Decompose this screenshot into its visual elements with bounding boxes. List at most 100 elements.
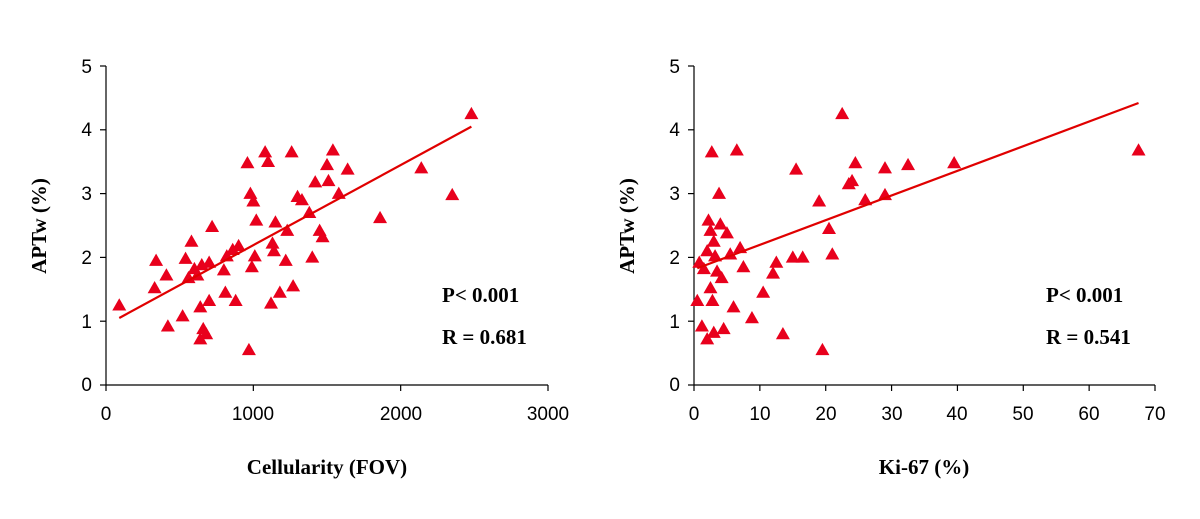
x-ticks [105,385,549,391]
data-point [193,300,208,313]
data-point [294,192,309,206]
x-tick-label: 40 [946,404,967,425]
data-point [178,251,193,264]
y-ticks [688,65,694,386]
data-point [708,249,723,262]
x-tick-label: 60 [1078,404,1099,425]
data-point [112,298,127,311]
data-point [261,154,276,167]
data-point [445,187,460,201]
y-tick-label: 0 [81,375,92,396]
data-point [247,249,262,262]
data-point [719,226,734,239]
x-axis-label: Ki-67 (%) [879,455,969,479]
y-tick-label: 1 [81,312,92,333]
data-point [320,157,334,171]
data-point [147,281,162,294]
x-tick-label: 1000 [232,404,274,425]
data-point [149,253,164,266]
data-point [704,145,719,158]
data-point [305,250,320,263]
data-point [266,244,281,257]
data-point [231,238,246,252]
trendline [118,125,472,319]
data-point [706,325,721,338]
data-point [159,268,174,281]
trendline [696,101,1139,270]
x-tick-label: 70 [1144,404,1165,425]
p-value-label: P< 0.001 [1046,283,1123,307]
data-point [218,285,233,298]
data-point [726,300,741,313]
y-tick-label: 2 [669,248,680,269]
data-point [712,186,727,199]
y-tick-label: 3 [81,184,92,205]
y-tick-label: 4 [669,120,680,141]
data-point [700,244,715,257]
data-point [736,259,751,273]
y-ticks [100,65,106,386]
data-point [877,161,892,174]
data-point [785,250,800,263]
data-point [795,250,810,263]
y-axis-label: APTw (%) [615,178,639,274]
x-tick-label: 0 [101,404,112,425]
chart-cellularity: 0 1 2 3 4 5 0 1000 2000 3000 Cellularity… [27,57,569,479]
data-point [769,255,784,268]
x-tick-label: 0 [689,404,700,425]
data-point [701,213,716,226]
data-point [464,106,479,120]
data-point [286,279,301,292]
y-axis-label: APTw (%) [27,178,51,274]
data-point [812,194,827,207]
data-point [901,157,916,171]
data-point [825,247,840,260]
x-tick-label: 20 [815,404,836,425]
y-tick-label: 0 [669,375,680,396]
data-point [1131,143,1146,156]
data-point [713,217,728,230]
data-point [249,213,264,226]
data-point [268,215,283,228]
data-point [789,162,804,175]
x-tick-label: 50 [1012,404,1033,425]
data-point [205,219,220,233]
data-point [325,143,340,156]
data-point [845,173,860,187]
data-point [729,143,744,156]
data-point [202,255,217,268]
data-point [225,242,240,255]
data-point [302,205,317,218]
data-point [321,173,336,187]
data-point [315,229,330,243]
data-point [258,145,273,158]
data-point [272,285,287,298]
data-point [264,296,279,309]
y-tick-label: 1 [669,312,680,333]
data-point [246,194,261,207]
data-point [703,281,718,294]
data-point [835,106,850,120]
data-point [703,223,718,236]
y-tick-label: 4 [81,120,92,141]
data-point [202,293,217,307]
data-point [414,161,429,174]
data-point [175,309,190,322]
data-point [373,210,388,224]
data-point [340,162,355,175]
y-tick-label: 5 [669,57,680,78]
chart-ki67: 0 1 2 3 4 5 0 10 20 30 40 50 60 70 Ki-67… [615,57,1166,479]
data-point [244,259,259,273]
data-point [766,266,781,279]
r-value-label: R = 0.681 [442,325,527,349]
data-point [756,285,771,298]
data-point [160,319,175,332]
x-tick-label: 30 [881,404,902,425]
data-point [694,319,709,332]
data-point [696,261,711,275]
x-tick-label: 3000 [527,404,569,425]
x-axis-label: Cellularity (FOV) [247,455,407,479]
data-point [706,234,721,247]
data-point [744,311,759,324]
y-tick-label: 5 [81,57,92,78]
